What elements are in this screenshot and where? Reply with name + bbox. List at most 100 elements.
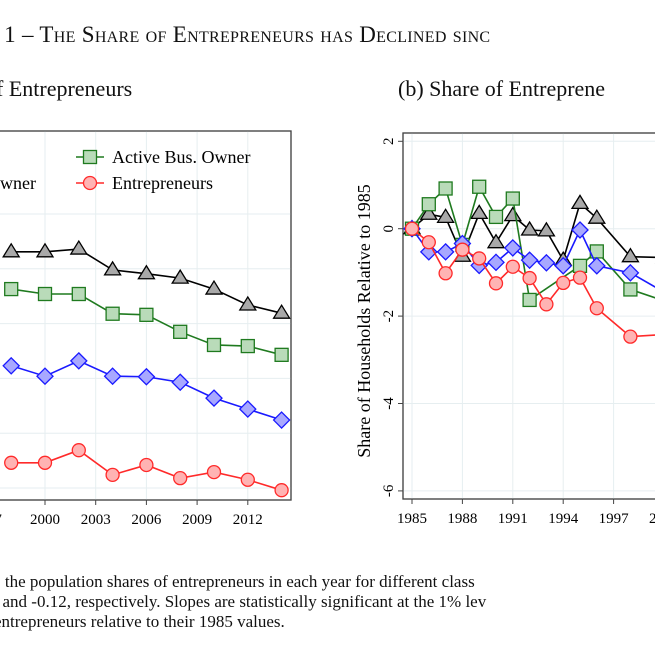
- square-marker: [105, 306, 120, 321]
- circle-marker: [139, 457, 154, 473]
- diamond-marker: [554, 256, 573, 275]
- circle-marker: [539, 297, 554, 312]
- diamond-marker: [487, 253, 505, 272]
- chart-panel-b: 2 0 -2 -4 -6 1985 1988 1991 1994 1997 2000 Share of…: [354, 132, 655, 527]
- diamond-marker: [69, 351, 88, 370]
- triangle-marker: [503, 206, 522, 222]
- diamond-marker: [205, 389, 223, 408]
- triangle-marker: [69, 239, 88, 255]
- square-marker: [274, 347, 289, 362]
- series-3: [4, 443, 289, 498]
- square-marker: [472, 179, 487, 194]
- diamond-marker: [520, 251, 539, 270]
- y-tick-label: -6: [381, 484, 397, 497]
- square-marker: [623, 282, 638, 297]
- x-tick-label: 2006: [131, 512, 162, 528]
- legend-entry: Active Bus. Owner: [76, 147, 250, 167]
- triangle-marker: [137, 264, 156, 280]
- y-tick-label: 2: [381, 138, 397, 146]
- diamond-marker: [436, 242, 455, 261]
- square-marker: [82, 149, 98, 165]
- legend-entry: Entrepreneurs: [76, 173, 213, 193]
- circle-marker: [488, 276, 504, 291]
- circle-marker: [455, 242, 470, 257]
- square-marker: [572, 258, 588, 273]
- triangle-marker: [470, 204, 489, 220]
- square-marker: [139, 307, 154, 322]
- triangle-marker: [103, 260, 122, 276]
- circle-marker: [240, 472, 255, 487]
- x-tick-label: 1985: [397, 511, 427, 527]
- square-marker: [505, 191, 520, 206]
- circle-marker: [4, 455, 19, 470]
- triangle-marker: [238, 295, 257, 311]
- diamond-marker: [171, 373, 190, 392]
- triangle-marker: [520, 220, 539, 236]
- series-1: [4, 281, 289, 362]
- triangle-marker: [204, 279, 224, 295]
- figure-title: e 1 – The Share of Entrepreneurs has Dec…: [0, 22, 491, 47]
- circle-marker: [206, 464, 222, 480]
- x-tick-label: 1988: [447, 511, 477, 527]
- circle-marker: [71, 443, 86, 458]
- caption-line-2: , and -0.12, respectively. Slopes are st…: [0, 592, 487, 611]
- triangle-marker: [587, 208, 606, 224]
- caption-line-1: s the population shares of entrepreneurs…: [0, 572, 475, 591]
- circle-marker: [173, 470, 188, 486]
- caption-line-3: entrepreneurs relative to their 1985 val…: [0, 612, 285, 631]
- chart-panel-a: 97 2000 2003 2006 2009 2012 wner Active Bus. Ow…: [0, 130, 292, 528]
- series-2: [403, 219, 655, 288]
- square-marker: [522, 292, 537, 308]
- x-tick-label: 1991: [498, 511, 528, 527]
- circle-marker: [472, 251, 487, 266]
- x-tick-label: 2009: [182, 512, 212, 528]
- square-marker: [421, 197, 436, 212]
- circle-marker: [404, 221, 420, 236]
- series-2: [2, 351, 291, 429]
- y-tick-label: -4: [381, 397, 397, 410]
- square-marker: [488, 209, 504, 225]
- triangle-marker: [486, 233, 506, 249]
- triangle-marker: [537, 221, 556, 237]
- x-tick-label: 2003: [81, 512, 111, 528]
- legend-label: Entrepreneurs: [112, 173, 213, 193]
- circle-marker: [623, 329, 638, 344]
- diamond-marker: [238, 400, 257, 419]
- legend: wner Active Bus. Owner Entrepreneurs: [0, 147, 250, 193]
- x-tick-label: 2000: [30, 512, 60, 528]
- triangle-marker: [436, 208, 455, 223]
- circle-marker: [82, 175, 98, 191]
- series-0: [2, 239, 291, 319]
- triangle-marker: [570, 194, 590, 210]
- legend-label: wner: [0, 173, 36, 193]
- diamond-marker: [621, 263, 640, 282]
- square-marker: [71, 286, 86, 302]
- y-tick-label: 0: [381, 225, 397, 233]
- diamond-marker: [137, 367, 156, 386]
- square-marker: [206, 337, 222, 353]
- triangle-marker: [419, 205, 438, 220]
- x-tick-label: 97: [0, 512, 2, 528]
- x-tick-label: 2000: [649, 511, 655, 527]
- square-marker: [438, 181, 453, 196]
- circle-marker: [37, 455, 53, 470]
- square-marker: [173, 324, 188, 339]
- diamond-marker: [272, 411, 291, 429]
- diamond-marker: [587, 256, 606, 275]
- plot-frame-top: [402, 132, 655, 500]
- triangle-marker: [272, 303, 291, 319]
- diamond-marker: [2, 356, 21, 375]
- circle-marker: [438, 266, 453, 281]
- legend-entry: wner: [0, 173, 36, 193]
- diamond-marker: [537, 253, 556, 272]
- circle-marker: [421, 235, 436, 250]
- circle-marker: [556, 275, 571, 291]
- triangle-marker: [35, 242, 55, 258]
- x-tick-label: 1997: [599, 511, 630, 527]
- diamond-marker: [36, 367, 54, 386]
- square-marker: [37, 286, 53, 302]
- square-marker: [4, 281, 19, 297]
- y-axis-label: Share of Households Relative to 1985: [354, 184, 374, 457]
- circle-marker: [105, 467, 120, 482]
